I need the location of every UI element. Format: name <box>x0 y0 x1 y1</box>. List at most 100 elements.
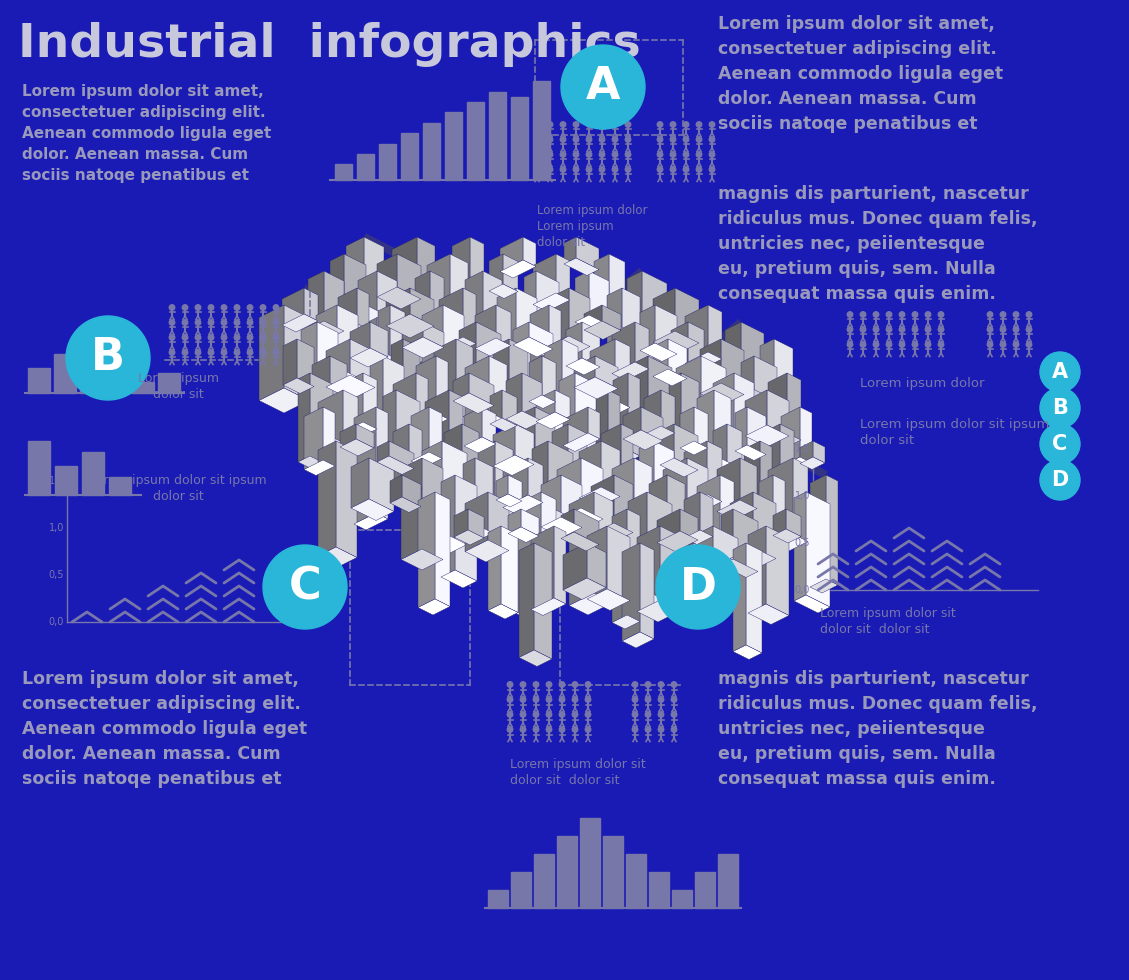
Polygon shape <box>644 426 675 442</box>
Circle shape <box>847 326 852 332</box>
Circle shape <box>208 350 213 355</box>
Polygon shape <box>497 288 516 405</box>
Polygon shape <box>714 482 754 503</box>
Polygon shape <box>392 346 435 368</box>
Polygon shape <box>734 373 754 492</box>
Circle shape <box>261 305 265 311</box>
Polygon shape <box>324 271 344 331</box>
Text: magnis dis parturient, nascetur
ridiculus mus. Donec quam felis,
untricies nec, : magnis dis parturient, nascetur ridiculu… <box>718 185 1038 303</box>
Polygon shape <box>520 481 555 499</box>
Text: magnis dis parturient, nascetur
ridiculus mus. Donec quam felis,
untricies nec, : magnis dis parturient, nascetur ridiculu… <box>718 670 1038 788</box>
Polygon shape <box>667 475 685 560</box>
Polygon shape <box>563 407 588 446</box>
Polygon shape <box>760 445 793 462</box>
Circle shape <box>625 152 631 157</box>
Polygon shape <box>601 424 621 507</box>
Circle shape <box>1013 326 1018 332</box>
Polygon shape <box>612 558 653 578</box>
Circle shape <box>1040 424 1080 464</box>
Polygon shape <box>628 492 647 601</box>
Polygon shape <box>688 526 714 600</box>
Circle shape <box>507 727 513 732</box>
Circle shape <box>234 305 239 311</box>
Polygon shape <box>411 452 441 467</box>
Circle shape <box>585 682 590 687</box>
Circle shape <box>534 122 540 127</box>
Circle shape <box>263 545 347 629</box>
Circle shape <box>912 326 918 332</box>
Polygon shape <box>469 373 495 406</box>
Polygon shape <box>282 288 304 325</box>
Circle shape <box>195 350 201 355</box>
Polygon shape <box>350 339 375 387</box>
Polygon shape <box>587 589 630 611</box>
Polygon shape <box>318 390 343 506</box>
Circle shape <box>873 342 878 347</box>
Circle shape <box>572 711 578 717</box>
Circle shape <box>938 342 944 347</box>
Polygon shape <box>285 305 309 401</box>
Polygon shape <box>679 581 709 597</box>
Polygon shape <box>508 527 539 543</box>
Polygon shape <box>402 322 423 348</box>
Circle shape <box>533 682 539 687</box>
Polygon shape <box>402 337 444 358</box>
Polygon shape <box>528 458 543 503</box>
Text: B: B <box>1052 398 1068 418</box>
Polygon shape <box>568 424 587 517</box>
Polygon shape <box>684 530 714 545</box>
Circle shape <box>221 305 227 311</box>
Circle shape <box>709 152 715 157</box>
Polygon shape <box>348 422 377 436</box>
Circle shape <box>709 137 715 142</box>
Circle shape <box>234 319 239 325</box>
Polygon shape <box>576 237 599 270</box>
Text: C: C <box>1052 434 1068 454</box>
Polygon shape <box>609 390 620 458</box>
Polygon shape <box>720 475 734 582</box>
Circle shape <box>886 342 892 347</box>
Circle shape <box>658 711 664 717</box>
Polygon shape <box>735 445 765 461</box>
Polygon shape <box>730 492 753 559</box>
Polygon shape <box>613 450 640 464</box>
Circle shape <box>657 152 663 157</box>
Polygon shape <box>377 441 390 462</box>
Polygon shape <box>563 543 587 590</box>
Bar <box>511 872 531 908</box>
Polygon shape <box>584 305 602 330</box>
Polygon shape <box>765 526 789 615</box>
Polygon shape <box>397 254 421 299</box>
Circle shape <box>658 727 664 732</box>
Circle shape <box>860 342 866 347</box>
Polygon shape <box>574 509 599 545</box>
Polygon shape <box>364 373 377 429</box>
Polygon shape <box>660 526 681 611</box>
Circle shape <box>1026 342 1032 347</box>
Polygon shape <box>390 497 421 513</box>
Polygon shape <box>680 509 698 540</box>
Polygon shape <box>496 475 508 500</box>
Circle shape <box>632 682 638 687</box>
Circle shape <box>534 167 540 172</box>
Circle shape <box>507 682 513 687</box>
Circle shape <box>572 682 578 687</box>
Polygon shape <box>403 339 420 414</box>
Polygon shape <box>489 284 518 299</box>
Polygon shape <box>500 237 523 271</box>
Circle shape <box>646 711 650 717</box>
Circle shape <box>507 711 513 717</box>
Polygon shape <box>338 376 369 391</box>
Polygon shape <box>595 356 618 388</box>
Polygon shape <box>639 441 654 524</box>
Polygon shape <box>531 526 554 610</box>
Text: C: C <box>289 565 322 609</box>
Polygon shape <box>516 492 541 613</box>
Circle shape <box>546 711 552 717</box>
Polygon shape <box>502 390 517 425</box>
Circle shape <box>987 326 992 332</box>
Polygon shape <box>587 526 607 599</box>
Circle shape <box>548 167 553 172</box>
Polygon shape <box>653 331 699 354</box>
Polygon shape <box>531 598 566 615</box>
